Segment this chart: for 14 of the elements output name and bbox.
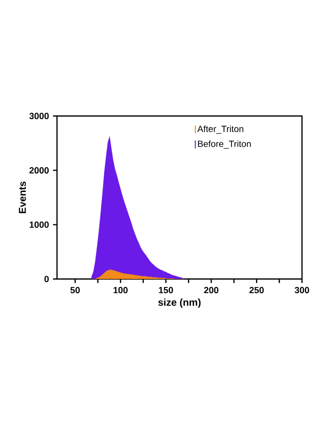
y-tick-label: 3000 [29, 112, 49, 120]
y-tick-label: 0 [44, 276, 49, 282]
y-axis-title: Events [18, 182, 26, 214]
x-tick-label: 250 [249, 286, 264, 294]
x-tick-label: 200 [204, 286, 218, 294]
x-axis-title: size (nm) [158, 298, 201, 308]
y-tick-label: 2000 [29, 167, 49, 174]
x-tick-label: 150 [158, 286, 174, 294]
x-tick-label: 300 [294, 286, 310, 294]
legend-label: Before_Triton [198, 140, 251, 149]
y-tick-label: 1000 [30, 221, 49, 228]
x-tick-label: 50 [70, 286, 80, 294]
legend-label: After_Triton [197, 125, 244, 134]
x-tick-label: 100 [114, 286, 128, 294]
